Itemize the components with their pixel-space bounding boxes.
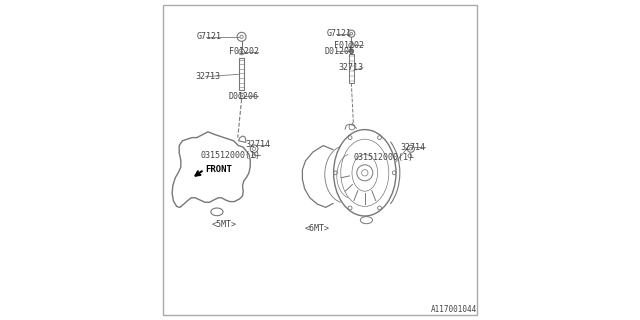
Text: A117001044: A117001044	[431, 305, 477, 314]
Text: 32714: 32714	[401, 143, 426, 152]
Text: FRONT: FRONT	[205, 165, 232, 174]
Text: F01202: F01202	[334, 41, 364, 50]
Text: 031512000(1): 031512000(1)	[201, 151, 261, 160]
Text: 031512000(1): 031512000(1)	[354, 153, 414, 162]
Text: 32713: 32713	[339, 63, 364, 72]
Text: 32714: 32714	[245, 140, 270, 149]
Text: F01202: F01202	[229, 47, 259, 56]
Text: <6MT>: <6MT>	[305, 224, 330, 233]
Text: D01206: D01206	[228, 92, 259, 100]
Text: G7121: G7121	[197, 32, 222, 41]
Text: G7121: G7121	[326, 29, 351, 38]
Bar	[349, 54, 354, 83]
Circle shape	[350, 50, 353, 52]
Text: 32713: 32713	[196, 72, 221, 81]
Text: <5MT>: <5MT>	[211, 220, 237, 228]
Bar	[239, 58, 244, 90]
Text: D01206: D01206	[325, 47, 355, 56]
